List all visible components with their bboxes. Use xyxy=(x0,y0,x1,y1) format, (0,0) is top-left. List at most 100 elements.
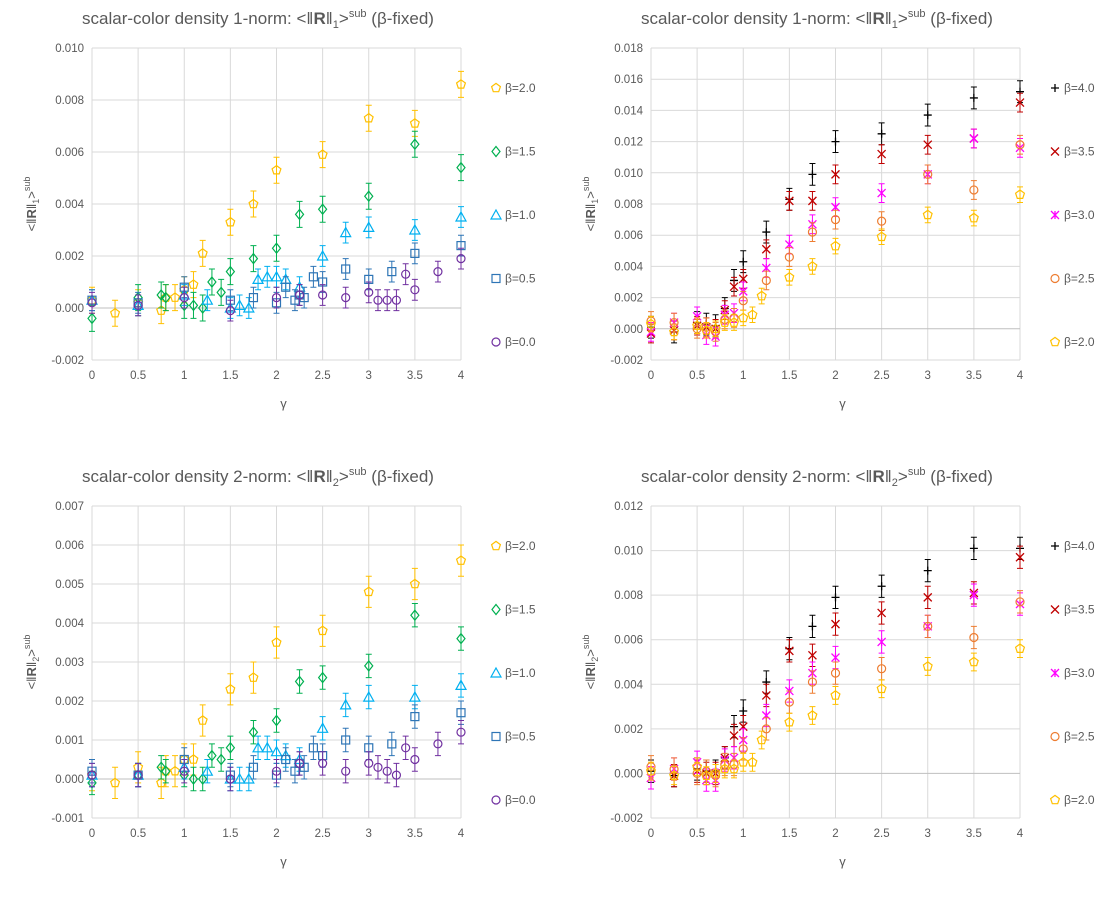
error-bar xyxy=(250,190,257,218)
legend-label: β=4.0 xyxy=(1064,81,1095,95)
data-point xyxy=(271,164,282,175)
x-tick-label: 0.5 xyxy=(130,370,146,382)
error-bar xyxy=(264,265,271,288)
error-bar xyxy=(319,284,326,306)
error-bar xyxy=(310,265,317,288)
data-point xyxy=(188,279,199,289)
data-point xyxy=(456,727,466,737)
data-point xyxy=(363,586,374,597)
error-bar xyxy=(319,751,326,776)
error-bar xyxy=(365,653,372,679)
error-bar xyxy=(172,284,179,312)
error-bar xyxy=(227,299,234,322)
data-point xyxy=(207,749,217,762)
error-bar xyxy=(786,712,793,732)
data-point xyxy=(923,140,933,150)
legend-marker xyxy=(490,82,502,93)
data-point xyxy=(969,544,978,553)
error-bar xyxy=(245,297,252,319)
x-axis-label: γ xyxy=(280,396,287,411)
x-tick-label: 4 xyxy=(1017,370,1024,382)
data-point xyxy=(710,323,721,334)
error-bar xyxy=(162,284,169,312)
chart-title: scalar-color density 1-norm: <‖R‖1>sub (… xyxy=(82,8,434,31)
legend-marker xyxy=(491,795,501,805)
legend-marker xyxy=(491,603,501,616)
error-bar xyxy=(1017,134,1023,155)
y-tick-label: 0.005 xyxy=(55,579,84,591)
data-point xyxy=(456,161,466,174)
error-bar xyxy=(319,716,326,741)
data-point xyxy=(1014,189,1026,199)
error-bar xyxy=(365,575,372,608)
error-bar xyxy=(218,278,225,306)
error-bar xyxy=(411,278,418,301)
y-tick-label: 0.012 xyxy=(614,137,643,149)
error-bar xyxy=(199,704,206,737)
legend-entry: β=0.0 xyxy=(491,335,536,349)
data-point xyxy=(270,270,283,282)
data-point xyxy=(317,149,328,159)
y-tick-label: 0.010 xyxy=(55,43,84,55)
data-point xyxy=(830,215,841,225)
error-bar xyxy=(255,268,262,291)
data-point xyxy=(433,267,443,277)
legend-entry: β=2.0 xyxy=(1049,335,1095,349)
data-point xyxy=(225,683,236,694)
series-β=0.0 xyxy=(87,247,466,322)
data-point xyxy=(225,306,235,316)
x-tick-label: 2.5 xyxy=(874,370,890,382)
data-point xyxy=(831,137,840,146)
data-point xyxy=(728,763,740,774)
legend-label: β=0.0 xyxy=(505,793,536,807)
data-point xyxy=(877,582,886,591)
legend-label: β=2.0 xyxy=(505,81,536,95)
data-point xyxy=(225,216,236,227)
data-point xyxy=(968,656,979,667)
data-point xyxy=(225,265,236,278)
error-bar xyxy=(970,209,977,227)
error-bar xyxy=(393,289,400,312)
x-tick-label: 0.5 xyxy=(689,828,705,840)
error-bar xyxy=(89,291,95,314)
error-bar xyxy=(296,284,303,306)
error-bar xyxy=(296,200,303,228)
data-point xyxy=(1015,140,1025,150)
data-point xyxy=(294,290,305,300)
data-point xyxy=(756,290,767,301)
legend-entry: β=1.0 xyxy=(489,208,536,222)
x-tick-label: 2 xyxy=(273,828,279,840)
x-tick-label: 0.5 xyxy=(130,828,146,840)
data-point xyxy=(225,741,236,754)
error-bar xyxy=(227,673,234,706)
data-point xyxy=(808,622,817,631)
error-bar xyxy=(878,228,885,246)
error-bar xyxy=(208,743,215,768)
error-bar xyxy=(365,104,372,132)
chart-panel-2norm-high-beta: scalar-color density 2-norm: <‖R‖2>sub (… xyxy=(559,458,1119,916)
data-point xyxy=(169,292,181,302)
data-point xyxy=(923,169,933,179)
data-point xyxy=(188,773,199,785)
data-point xyxy=(756,734,767,745)
error-bar xyxy=(758,287,765,305)
legend-label: β=0.5 xyxy=(505,730,536,744)
data-point xyxy=(248,293,259,303)
legend-marker xyxy=(489,208,503,220)
data-point xyxy=(831,593,840,602)
x-tick-label: 0 xyxy=(648,828,654,840)
x-tick-label: 0 xyxy=(648,370,654,382)
error-bar xyxy=(310,735,317,760)
data-point xyxy=(363,112,374,123)
y-tick-label: 0.002 xyxy=(614,293,643,305)
data-point xyxy=(133,300,143,310)
data-point xyxy=(784,252,794,262)
error-bar xyxy=(786,247,793,267)
data-point xyxy=(87,770,97,780)
error-bar xyxy=(112,299,119,327)
data-point xyxy=(408,690,421,702)
error-bar xyxy=(809,222,816,242)
x-tick-label: 1.5 xyxy=(222,828,238,840)
data-point xyxy=(1015,552,1025,562)
data-point xyxy=(179,293,189,303)
